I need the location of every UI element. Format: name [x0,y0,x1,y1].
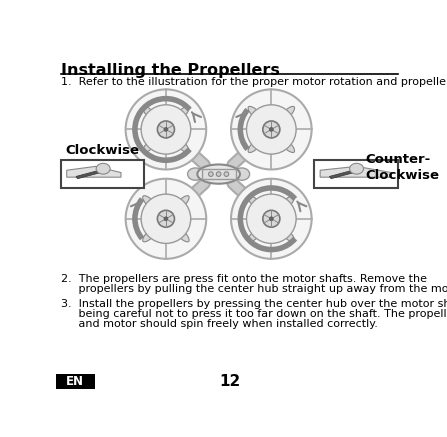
Bar [60,160,144,188]
Bar [56,375,95,389]
Ellipse shape [143,196,160,214]
Ellipse shape [96,163,110,174]
Circle shape [224,172,229,177]
Circle shape [164,128,168,132]
Circle shape [157,121,174,138]
Ellipse shape [248,135,266,153]
Text: Installing the Propellers: Installing the Propellers [60,63,279,78]
Ellipse shape [248,224,266,242]
Text: 12: 12 [219,374,240,389]
Bar [314,160,398,188]
Circle shape [263,210,280,227]
Ellipse shape [171,196,189,214]
Circle shape [126,90,206,170]
Ellipse shape [277,135,295,153]
Text: 3.  Install the propellers by pressing the center hub over the motor shaft,: 3. Install the propellers by pressing th… [60,299,447,309]
Circle shape [126,179,206,259]
Circle shape [141,105,191,154]
Text: and motor should spin freely when installed correctly.: and motor should spin freely when instal… [60,319,377,329]
Ellipse shape [277,196,295,214]
Ellipse shape [234,168,249,180]
Circle shape [247,105,296,154]
Ellipse shape [143,135,160,153]
Ellipse shape [277,106,295,124]
Ellipse shape [171,224,189,242]
Circle shape [263,121,280,138]
Polygon shape [76,170,101,179]
Text: 1.  Refer to the illustration for the proper motor rotation and propeller locati: 1. Refer to the illustration for the pro… [60,77,447,87]
Polygon shape [320,166,392,177]
Ellipse shape [197,164,240,184]
Text: Counter-
Clockwise: Counter- Clockwise [366,153,440,181]
Circle shape [270,217,273,221]
Circle shape [247,194,296,243]
Circle shape [231,90,312,170]
Text: EN: EN [66,375,84,388]
Circle shape [216,172,221,177]
Circle shape [157,210,174,227]
Ellipse shape [188,168,203,180]
Bar [202,169,236,180]
Ellipse shape [277,224,295,242]
Circle shape [231,179,312,259]
Ellipse shape [143,224,160,242]
Text: being careful not to press it too far down on the shaft. The propeller: being careful not to press it too far do… [60,309,447,319]
Circle shape [141,194,191,243]
Text: Clockwise: Clockwise [65,144,139,157]
Ellipse shape [350,163,363,174]
Ellipse shape [171,135,189,153]
Polygon shape [329,170,354,179]
Text: 2.  The propellers are press fit onto the motor shafts. Remove the: 2. The propellers are press fit onto the… [60,274,426,284]
Polygon shape [67,166,121,177]
Circle shape [270,128,273,132]
Text: propellers by pulling the center hub straight up away from the motor.: propellers by pulling the center hub str… [60,284,447,294]
Ellipse shape [171,106,189,124]
Ellipse shape [248,106,266,124]
Circle shape [209,172,213,177]
Circle shape [164,217,168,221]
Ellipse shape [248,196,266,214]
Ellipse shape [143,106,160,124]
